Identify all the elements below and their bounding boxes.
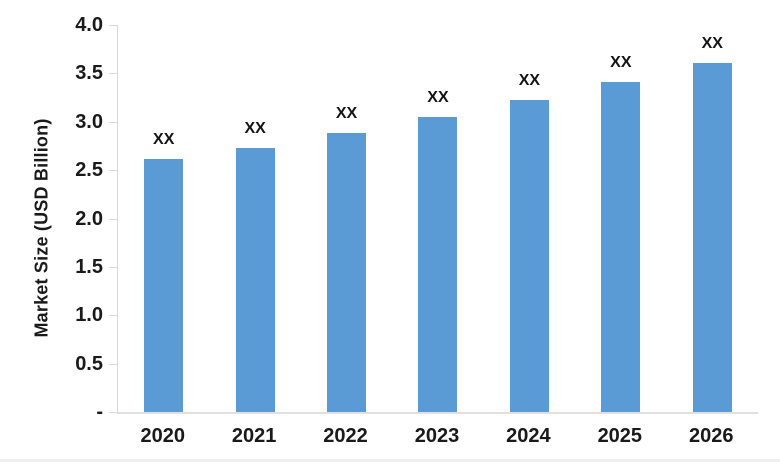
bar-2021 bbox=[235, 147, 275, 412]
bar-2022 bbox=[327, 133, 367, 412]
bar-column-2025: XX bbox=[575, 25, 666, 412]
x-tick-label: 2024 bbox=[506, 425, 551, 447]
bar-value-label: XX bbox=[153, 131, 175, 149]
y-tick-label: 1.5 bbox=[75, 255, 103, 278]
bar-2024 bbox=[509, 100, 549, 412]
y-tick-label: 3.5 bbox=[75, 62, 103, 85]
y-tick-label: 2.5 bbox=[75, 159, 103, 182]
bar-value-label: XX bbox=[335, 105, 358, 123]
bar-2026 bbox=[692, 62, 732, 412]
bar-value-label: XX bbox=[427, 88, 449, 106]
bar-2023 bbox=[418, 116, 458, 412]
y-tick-mark bbox=[109, 170, 117, 172]
y-tick-mark bbox=[109, 315, 117, 317]
y-tick-mark bbox=[109, 412, 117, 413]
x-tick-label: 2022 bbox=[323, 425, 368, 447]
y-tick-mark bbox=[109, 73, 117, 75]
x-tick-label: 2023 bbox=[414, 425, 460, 447]
bar-2020 bbox=[144, 159, 184, 412]
bar-column-2026: XX bbox=[667, 25, 758, 412]
y-tick-label: 2.0 bbox=[75, 207, 103, 230]
bar-column-2023: XX bbox=[392, 25, 483, 412]
y-tick-label: 3.0 bbox=[75, 110, 103, 133]
y-tick-mark bbox=[109, 266, 117, 268]
y-tick-mark bbox=[109, 25, 117, 26]
bar-column-2020: XX bbox=[118, 25, 209, 412]
y-tick-label: 0.5 bbox=[75, 352, 103, 375]
x-tick-label: 2026 bbox=[688, 425, 734, 447]
y-tick-label: 1.0 bbox=[75, 304, 103, 327]
y-tick-mark bbox=[109, 218, 117, 220]
bar-value-label: XX bbox=[244, 119, 266, 137]
bar-2025 bbox=[601, 82, 641, 412]
bottom-edge-line bbox=[0, 459, 780, 462]
bar-column-2021: XX bbox=[209, 25, 300, 412]
x-tick-label: 2025 bbox=[597, 425, 643, 447]
bar-column-2024: XX bbox=[484, 25, 575, 412]
x-tick-label: 2020 bbox=[140, 425, 185, 447]
y-tick-mark bbox=[109, 121, 117, 123]
x-axis-labels: 2020 2021 2022 2023 2024 2025 2026 bbox=[117, 424, 757, 448]
bar-value-label: XX bbox=[701, 34, 723, 52]
y-tick-label: - bbox=[96, 401, 103, 423]
bar-value-label: XX bbox=[610, 54, 632, 72]
x-tick-label: 2021 bbox=[231, 425, 277, 447]
y-tick-mark bbox=[109, 363, 117, 365]
y-tick-label: 4.0 bbox=[75, 14, 103, 36]
plot-area: XX XX XX XX XX XX XX bbox=[117, 25, 758, 414]
bar-value-label: XX bbox=[518, 72, 541, 90]
bar-column-2022: XX bbox=[301, 25, 392, 412]
